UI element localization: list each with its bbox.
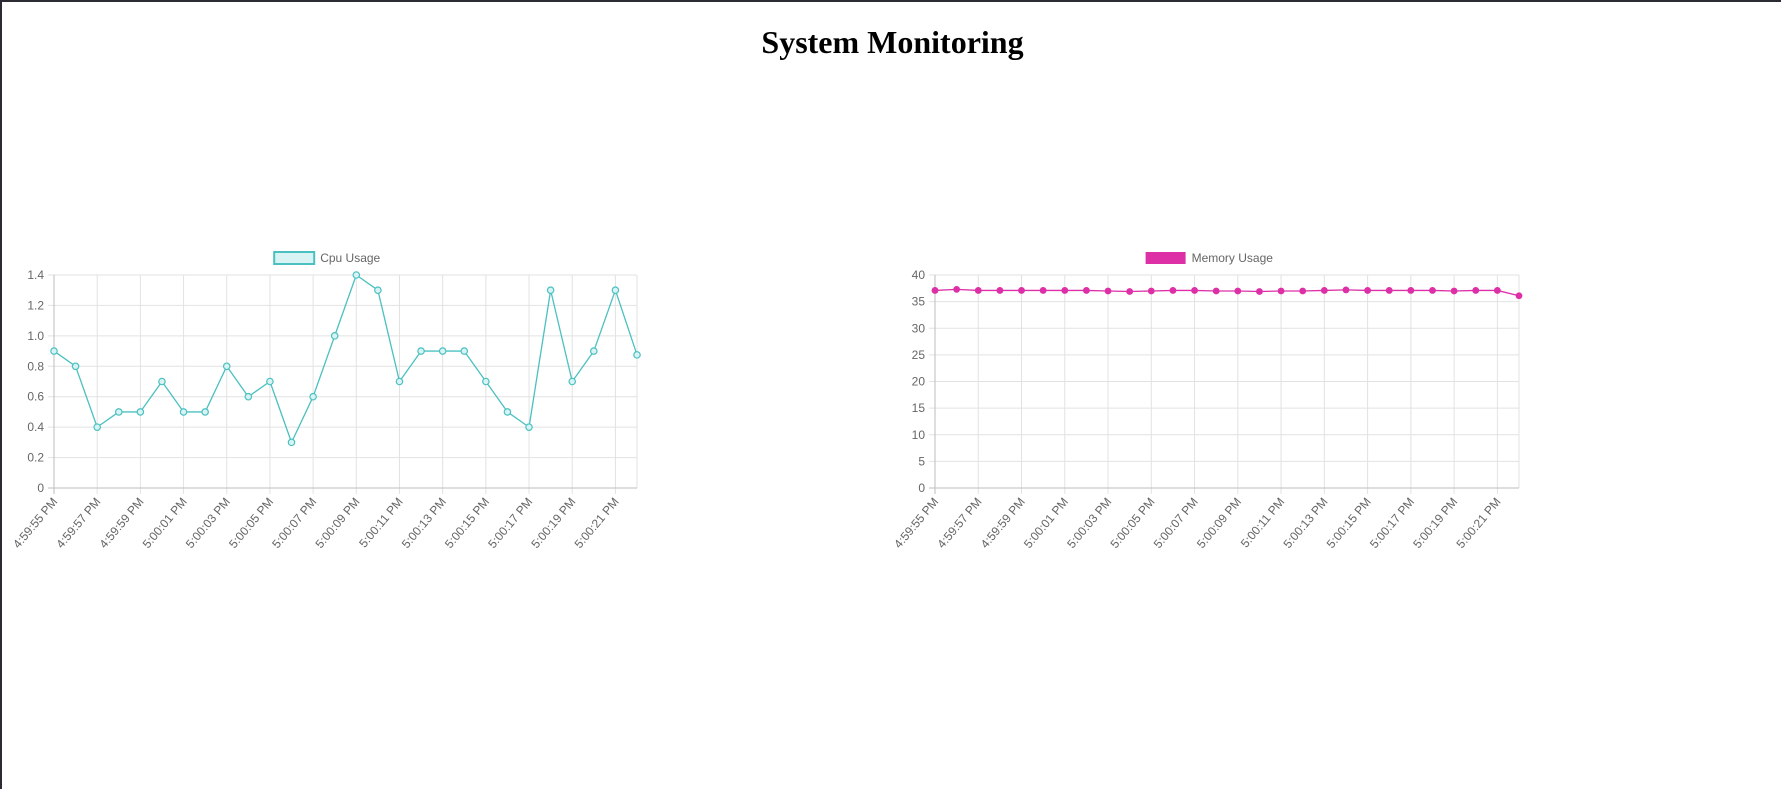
data-point[interactable] [1104, 287, 1112, 295]
y-tick-label: 0 [918, 481, 925, 495]
data-point[interactable] [525, 423, 533, 431]
data-point[interactable] [1169, 287, 1177, 294]
page-title: System Monitoring [761, 24, 1024, 60]
y-tick-label: 5 [918, 454, 925, 468]
series-line [53, 274, 638, 444]
y-tick-label: 35 [912, 295, 926, 309]
data-point[interactable] [417, 347, 425, 355]
data-point[interactable] [1429, 287, 1436, 294]
y-tick-label: 1.4 [27, 268, 44, 282]
y-tick-label: 0.8 [27, 359, 44, 373]
y-tick-label: 0.6 [27, 390, 44, 404]
data-point[interactable] [93, 423, 101, 431]
y-tick-label: 40 [912, 268, 926, 282]
data-point[interactable] [201, 408, 209, 416]
x-tick-label: 5:00:09 PM [1194, 495, 1244, 551]
x-tick-label: 5:00:09 PM [312, 495, 362, 551]
y-tick-label: 0.2 [27, 451, 44, 465]
legend-label[interactable]: Cpu Usage [320, 251, 380, 265]
y-tick-label: 30 [912, 321, 926, 335]
y-tick-label: 25 [912, 348, 926, 362]
data-point[interactable] [482, 377, 490, 386]
data-point[interactable] [330, 332, 339, 340]
data-point[interactable] [590, 347, 598, 355]
data-point[interactable] [633, 351, 641, 359]
data-point[interactable] [1385, 287, 1393, 294]
y-tick-label: 0.4 [27, 420, 44, 434]
legend-swatch[interactable] [273, 251, 316, 265]
x-tick-label: 5:00:21 PM [1453, 495, 1503, 551]
data-point[interactable] [1299, 287, 1307, 295]
data-point[interactable] [1212, 287, 1220, 295]
data-point[interactable] [1515, 292, 1523, 300]
data-point[interactable] [136, 408, 145, 416]
data-point[interactable] [222, 362, 231, 371]
data-point[interactable] [1126, 288, 1134, 295]
data-point[interactable] [1061, 287, 1069, 294]
data-point[interactable] [1450, 287, 1458, 295]
legend-label[interactable]: Memory Usage [1192, 251, 1274, 265]
y-tick-label: 0 [37, 481, 44, 495]
y-tick-label: 1.0 [27, 329, 44, 343]
y-tick-label: 15 [912, 401, 926, 415]
data-point[interactable] [1083, 287, 1090, 294]
data-point[interactable] [974, 287, 982, 294]
data-point[interactable] [50, 347, 58, 355]
cpu-usage-chart: 00.20.40.60.81.01.21.44:59:55 PM4:59:57 … [10, 251, 641, 551]
data-point[interactable] [1342, 286, 1350, 294]
x-tick-label: 5:00:21 PM [572, 495, 622, 551]
data-point[interactable] [611, 286, 620, 295]
data-point[interactable] [460, 347, 469, 355]
data-point[interactable] [114, 408, 123, 416]
data-point[interactable] [179, 408, 188, 416]
data-point[interactable] [1277, 287, 1285, 295]
data-point[interactable] [1147, 287, 1155, 295]
data-point[interactable] [438, 347, 447, 355]
data-point[interactable] [1018, 287, 1025, 294]
data-point[interactable] [395, 377, 404, 386]
data-point[interactable] [503, 408, 512, 416]
data-point[interactable] [1320, 287, 1328, 294]
data-point[interactable] [931, 287, 939, 294]
series-line [934, 288, 1520, 297]
data-point[interactable] [352, 271, 361, 279]
data-point[interactable] [568, 377, 577, 386]
data-point[interactable] [309, 392, 317, 401]
data-point[interactable] [1493, 287, 1501, 294]
data-point[interactable] [287, 438, 296, 447]
data-point[interactable] [266, 377, 274, 386]
legend-swatch[interactable] [1145, 252, 1186, 264]
data-point[interactable] [1407, 287, 1415, 294]
data-point[interactable] [158, 377, 166, 386]
data-point[interactable] [1256, 288, 1263, 295]
data-point[interactable] [953, 285, 961, 293]
data-point[interactable] [244, 392, 253, 401]
data-point[interactable] [996, 287, 1004, 294]
data-point[interactable] [1234, 287, 1242, 295]
data-point[interactable] [546, 286, 555, 295]
y-tick-label: 20 [912, 375, 926, 389]
data-point[interactable] [71, 362, 80, 371]
data-point[interactable] [1191, 287, 1198, 294]
data-point[interactable] [1039, 287, 1047, 294]
y-tick-label: 10 [912, 428, 926, 442]
data-point[interactable] [374, 286, 382, 295]
data-point[interactable] [1472, 287, 1480, 294]
data-point[interactable] [1364, 287, 1371, 294]
y-tick-label: 1.2 [27, 298, 44, 312]
